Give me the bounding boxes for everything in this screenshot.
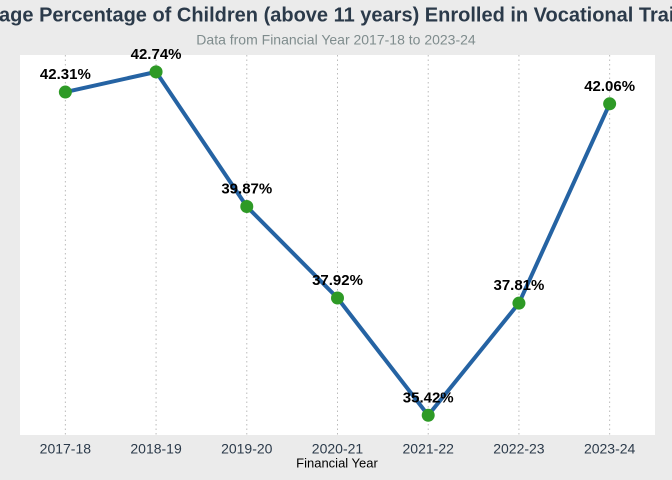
x-tick-label: 2023-24	[584, 441, 636, 457]
marker	[149, 65, 163, 79]
marker	[331, 291, 344, 305]
data-label: 35.42%	[403, 389, 454, 406]
data-label: 42.74%	[131, 46, 182, 63]
marker	[512, 296, 526, 310]
chart-title: Average Percentage of Children (above 11…	[0, 4, 672, 26]
data-label: 42.31%	[40, 66, 91, 83]
data-label: 42.06%	[584, 78, 635, 95]
marker	[421, 408, 435, 422]
data-label: 37.92%	[312, 272, 363, 289]
data-label: 37.81%	[493, 277, 544, 294]
x-tick-label: 2017-18	[40, 441, 92, 457]
chart-subtitle: Data from Financial Year 2017-18 to 2023…	[196, 32, 476, 48]
x-tick-label: 2021-22	[403, 441, 455, 457]
marker	[603, 97, 617, 111]
x-tick-label: 2022-23	[493, 441, 545, 457]
x-tick-label: 2020-21	[312, 441, 364, 457]
data-label: 39.87%	[221, 180, 272, 197]
x-tick-label: 2018-19	[130, 441, 182, 457]
marker	[58, 85, 72, 99]
x-axis-label: Financial Year	[296, 455, 378, 470]
x-tick-label: 2019-20	[221, 441, 273, 457]
marker	[240, 200, 254, 214]
